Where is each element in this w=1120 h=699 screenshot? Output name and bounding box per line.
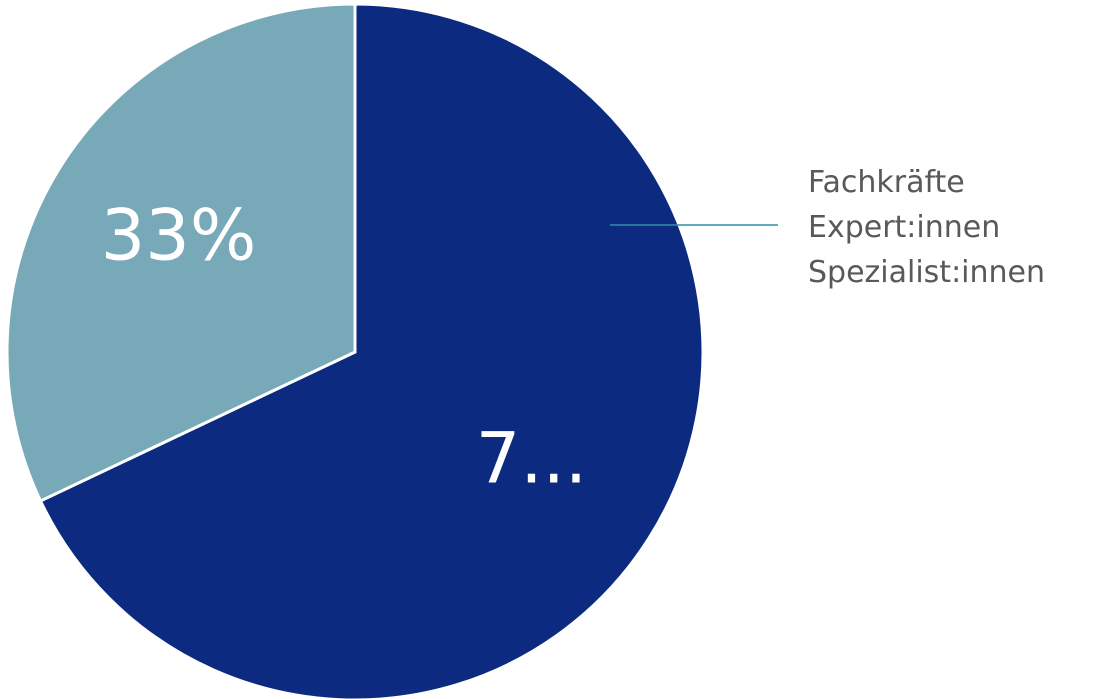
pie-slice	[38, 2, 705, 699]
value-label: 7...	[476, 418, 587, 500]
category-label: Fachkräfte Expert:innen Spezialist:innen	[808, 165, 1046, 290]
value-label: 33%	[101, 194, 257, 276]
pie-slice	[5, 2, 357, 503]
